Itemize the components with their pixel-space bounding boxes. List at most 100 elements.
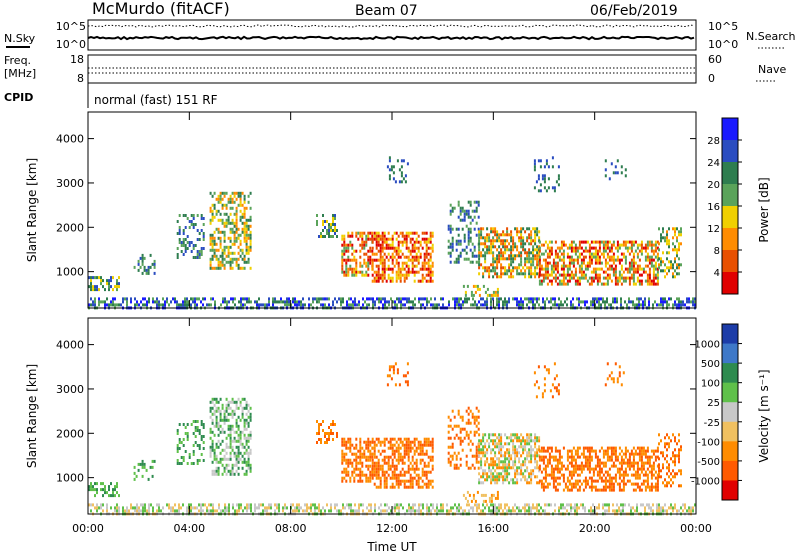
echo-cell [442, 297, 444, 301]
echo-cell [668, 266, 670, 270]
echo-cell [553, 186, 556, 190]
echo-cell [522, 460, 525, 464]
echo-cell [475, 418, 478, 422]
echo-cell [614, 258, 617, 262]
echo-cell [586, 279, 589, 283]
echo-cell [219, 194, 222, 198]
echo-cell [584, 240, 587, 244]
echo-cell [178, 241, 181, 244]
echo-cell [602, 276, 605, 280]
echo-cell [361, 479, 364, 483]
echo-cell [469, 421, 472, 425]
echo-cell [464, 297, 466, 301]
echo-cell [381, 261, 384, 265]
echo-cell [381, 276, 384, 280]
echo-cell [504, 433, 507, 437]
echo-cell [628, 267, 631, 271]
echo-cell [334, 232, 336, 235]
echo-cell [383, 246, 386, 250]
echo-cell [137, 268, 140, 272]
echo-cell [334, 223, 336, 226]
echo-cell [630, 264, 633, 268]
echo-cell [413, 243, 416, 247]
echo-cell [524, 448, 527, 452]
echo-cell [211, 397, 214, 401]
echo-cell [540, 449, 543, 453]
echo-cell [516, 466, 519, 470]
echo-cell [612, 509, 614, 513]
echo-cell [361, 470, 364, 474]
echo-cell [104, 303, 106, 307]
echo-cell [381, 255, 384, 259]
echo-cell [229, 257, 232, 261]
echo-cell [209, 454, 212, 458]
echo-cell [385, 279, 388, 283]
echo-cell [545, 162, 548, 166]
echo-cell [371, 231, 374, 235]
echo-cell [413, 255, 416, 259]
echo-cell [464, 290, 467, 294]
echo-cell [538, 240, 541, 244]
echo-cell [334, 217, 336, 220]
echo-cell [370, 506, 372, 510]
echo-cell [548, 252, 551, 256]
echo-cell [354, 297, 356, 301]
echo-cell [106, 503, 108, 507]
echo-cell [582, 479, 585, 483]
echo-cell [544, 261, 547, 265]
echo-cell [407, 255, 410, 259]
echo-cell [351, 270, 354, 274]
echo-cell [622, 503, 624, 507]
echo-cell [482, 445, 485, 449]
echo-cell [540, 506, 542, 510]
echo-cell [276, 506, 278, 510]
echo-cell [219, 412, 222, 416]
echo-cell [235, 418, 238, 422]
echo-cell [88, 503, 90, 507]
echo-cell [640, 249, 643, 253]
echo-cell [414, 297, 416, 301]
echo-cell [413, 440, 416, 444]
echo-cell [168, 506, 170, 510]
echo-cell [582, 488, 585, 492]
echo-cell [239, 218, 242, 222]
echo-cell [248, 506, 250, 510]
echo-cell [229, 227, 232, 231]
noise-search-label: N.Search [746, 30, 796, 43]
echo-cell [512, 433, 515, 437]
echo-cell [375, 279, 378, 283]
echo-cell [164, 303, 166, 307]
colorbar-segment [722, 140, 738, 163]
echo-cell [612, 297, 614, 301]
echo-cell [292, 509, 294, 513]
echo-cell [628, 282, 631, 286]
echo-cell [223, 448, 226, 452]
echo-cell [554, 503, 556, 507]
echo-cell [484, 478, 487, 482]
echo-cell [514, 254, 517, 258]
echo-cell [379, 258, 382, 262]
echo-cell [425, 449, 428, 453]
echo-cell [182, 503, 184, 507]
echo-cell [397, 264, 400, 268]
echo-cell [394, 509, 396, 513]
echo-cell [554, 276, 557, 280]
echo-cell [176, 256, 179, 259]
echo-cell [351, 452, 354, 456]
echo-cell [628, 246, 631, 250]
echo-cell [510, 254, 513, 258]
echo-cell [266, 509, 268, 513]
echo-cell [456, 509, 458, 513]
echo-cell [417, 485, 420, 489]
echo-cell [574, 503, 576, 507]
echo-cell [616, 300, 618, 304]
echo-cell [566, 503, 568, 507]
echo-cell [644, 506, 646, 510]
echo-cell [540, 485, 543, 489]
echo-cell [542, 252, 545, 256]
echo-cell [421, 276, 424, 280]
echo-cell [363, 261, 366, 265]
echo-cell [475, 457, 478, 461]
echo-cell [538, 249, 541, 253]
echo-cell [210, 297, 212, 301]
